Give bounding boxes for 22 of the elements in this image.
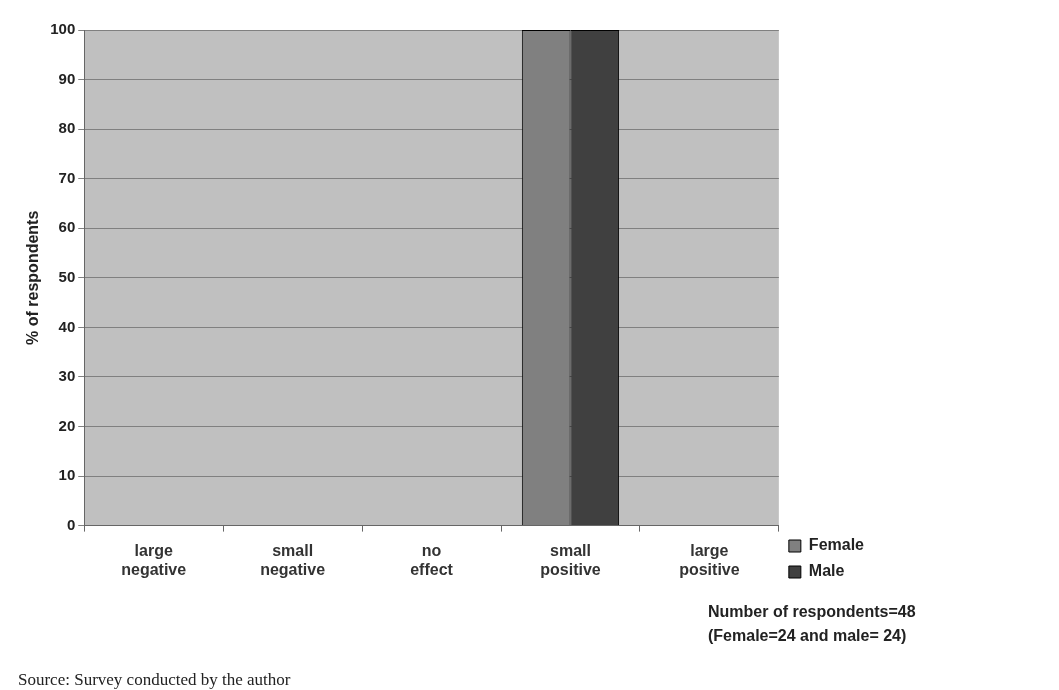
legend-label: Male bbox=[808, 562, 845, 580]
y-tick-label: 60 bbox=[58, 218, 76, 236]
y-axis-title: % of respondents bbox=[24, 210, 42, 345]
x-tick-label: large negative bbox=[121, 541, 187, 578]
text: Number of respondents=48 bbox=[708, 603, 916, 620]
y-tick-label: 100 bbox=[50, 20, 76, 38]
y-tick-label: 30 bbox=[58, 367, 76, 385]
y-tick-label: 90 bbox=[58, 69, 76, 87]
source-note: Source: Survey conducted by the author bbox=[18, 670, 291, 689]
y-tick-label: 80 bbox=[58, 119, 76, 137]
legend-label: Female bbox=[808, 536, 865, 554]
x-tick-label: no effect bbox=[410, 541, 454, 578]
y-tick-label: 70 bbox=[58, 168, 76, 186]
y-tick-label: 0 bbox=[66, 515, 76, 533]
x-tick-label: small negative bbox=[260, 541, 326, 578]
y-tick-label: 40 bbox=[58, 317, 76, 335]
x-tick-label: small positive bbox=[540, 541, 601, 578]
y-tick-label: 50 bbox=[58, 267, 76, 285]
text: (Female=24 and male= 24) bbox=[708, 627, 907, 644]
x-tick-label: large positive bbox=[679, 541, 740, 578]
y-tick-label: 10 bbox=[58, 466, 76, 484]
y-tick-label: 20 bbox=[58, 416, 76, 434]
